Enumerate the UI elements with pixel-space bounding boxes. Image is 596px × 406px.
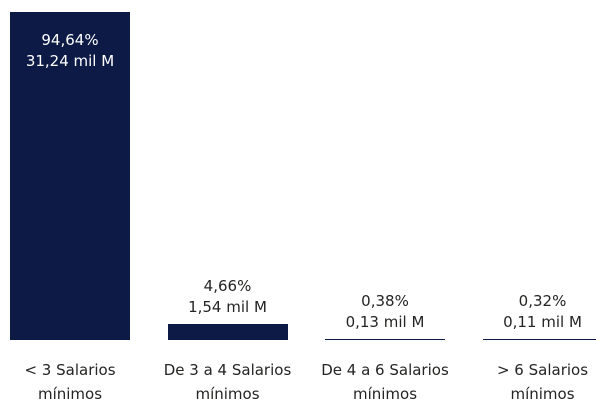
value-label: 94,64%	[10, 30, 130, 51]
value-label: 4,66%	[168, 276, 288, 297]
bar	[483, 339, 596, 341]
value-label: 0,38%	[325, 291, 445, 312]
x-tick-label: De 3 a 4 Salarios mínimos	[156, 358, 300, 406]
x-tick-label: De 4 a 6 Salarios mínimos	[313, 358, 457, 406]
amount-label: 0,13 mil M	[325, 312, 445, 333]
bar	[325, 339, 445, 341]
bar	[168, 324, 288, 340]
amount-label: 0,11 mil M	[483, 312, 596, 333]
x-tick-label: > 6 Salarios mínimos	[471, 358, 596, 406]
x-tick-label: < 3 Salarios mínimos	[0, 358, 142, 406]
amount-label: 31,24 mil M	[10, 51, 130, 72]
amount-label: 1,54 mil M	[168, 297, 288, 318]
value-label: 0,32%	[483, 291, 596, 312]
